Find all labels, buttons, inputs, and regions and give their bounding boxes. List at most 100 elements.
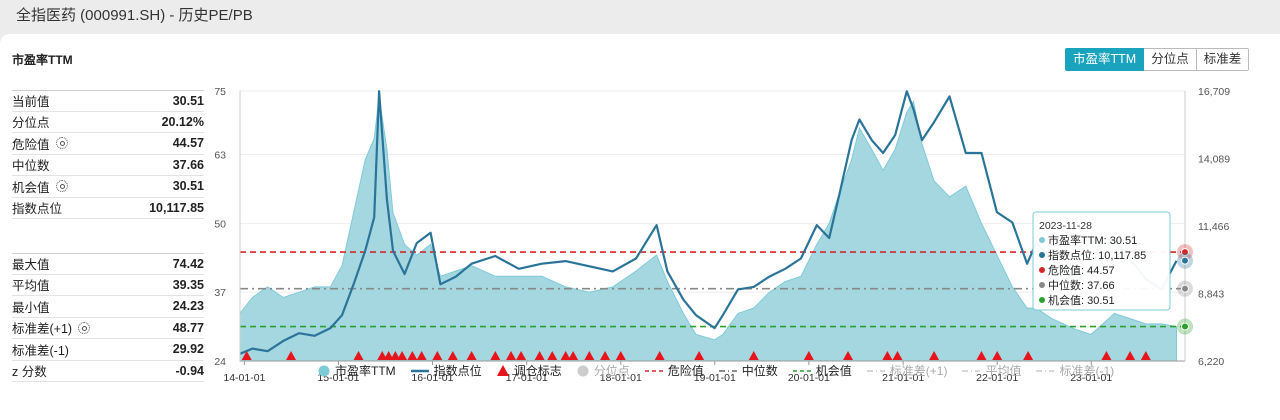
tooltip-dot — [1039, 282, 1045, 288]
rebalance-marker[interactable] — [615, 351, 626, 360]
stat-value: 44.57 — [172, 136, 204, 151]
legend-item-danger[interactable]: 危险值 — [644, 362, 704, 379]
rebalance-marker[interactable] — [547, 351, 558, 360]
legend-label: 机会值 — [815, 364, 852, 378]
rebalance-marker[interactable] — [466, 351, 477, 360]
legend-item-index[interactable]: 指数点位 — [410, 362, 482, 379]
tooltip-pe: 市盈率TTM: 30.51 — [1048, 233, 1137, 247]
tab-percentile[interactable]: 分位点 — [1144, 48, 1197, 71]
legend-item-mean[interactable]: 平均值 — [962, 362, 1021, 379]
rebalance-marker[interactable] — [516, 351, 527, 360]
rebalance-marker[interactable] — [1023, 351, 1034, 360]
stat-label: 当前值 — [12, 95, 50, 110]
rebalance-marker[interactable] — [560, 351, 571, 360]
legend-item-std-minus[interactable]: 标准差(-1) — [1036, 362, 1114, 379]
rebalance-marker[interactable] — [992, 351, 1003, 360]
rebalance-marker[interactable] — [397, 351, 408, 360]
tab-pe-ttm[interactable]: 市盈率TTM — [1065, 48, 1145, 71]
rebalance-marker[interactable] — [1125, 351, 1136, 360]
dash-line-icon — [644, 369, 663, 372]
rebalance-marker[interactable] — [600, 351, 611, 360]
x-tick-label: 19-01-01 — [694, 372, 736, 384]
rebalance-marker[interactable] — [1101, 351, 1112, 360]
stat-label: 机会值 — [12, 180, 50, 195]
rebalance-marker[interactable] — [432, 351, 443, 360]
tooltip-median: 中位数: 37.66 — [1048, 278, 1115, 292]
y-right-tick-label: 16,709 — [1198, 86, 1230, 98]
legend-label: 分位点 — [593, 364, 630, 378]
rebalance-marker[interactable] — [929, 351, 940, 360]
legend-item-std-plus[interactable]: 标准差(+1) — [866, 362, 947, 379]
rebalance-marker[interactable] — [694, 351, 705, 360]
legend-item-median[interactable]: 中位数 — [718, 362, 778, 379]
stat-value: 37.66 — [172, 157, 204, 172]
rebalance-marker[interactable] — [390, 351, 401, 360]
gear-icon[interactable] — [78, 321, 91, 334]
legend-label: 调仓标志 — [513, 364, 562, 378]
stat-value: 30.51 — [172, 179, 204, 194]
rebalance-marker[interactable] — [748, 351, 759, 360]
axis-labels: 24 37 50 63 75 6,220 8,843 11,466 14,089 16,709 14… — [214, 86, 1230, 384]
gear-icon[interactable] — [55, 137, 68, 150]
rebalance-marker[interactable] — [407, 351, 418, 360]
legend-item-percentile[interactable]: 分位点 — [577, 362, 630, 379]
tooltip-dot — [1039, 252, 1045, 258]
y-right-tick-label: 6,220 — [1198, 356, 1224, 368]
tooltip-dot — [1039, 297, 1045, 303]
legend-item-chance[interactable]: 机会值 — [792, 362, 852, 379]
rebalance-marker[interactable] — [654, 351, 665, 360]
stat-value: 29.92 — [172, 342, 204, 357]
rebalance-marker[interactable] — [490, 351, 501, 360]
rebalance-marker[interactable] — [353, 351, 364, 360]
rebalance-marker[interactable] — [416, 351, 427, 360]
legend-label: 中位数 — [741, 364, 778, 378]
rebalance-marker[interactable] — [584, 351, 595, 360]
stat-label: z 分数 — [12, 365, 47, 380]
rebalance-marker[interactable] — [383, 351, 394, 360]
legend-label: 标准差(-1) — [1059, 364, 1115, 378]
stat-value: 24.23 — [172, 299, 204, 314]
stat-mean: 平均值 39.35 — [12, 275, 204, 296]
metric-tabs: 市盈率TTM 分位点 标准差 — [1065, 48, 1250, 71]
legend-item-pe[interactable]: 市盈率TTM — [318, 362, 396, 379]
end-markers — [1177, 244, 1193, 335]
dashdot-line-icon — [866, 369, 885, 372]
legend-item-rebalance[interactable]: 调仓标志 — [496, 362, 562, 379]
chart-title: 市盈率TTM — [12, 53, 73, 67]
rebalance-marker[interactable] — [1140, 351, 1151, 360]
stat-value: -0.94 — [175, 363, 205, 378]
stat-value: 30.51 — [172, 93, 204, 108]
stat-value: 39.35 — [172, 277, 204, 292]
rebalance-marker[interactable] — [803, 351, 814, 360]
gear-icon[interactable] — [55, 180, 68, 193]
rebalance-marker[interactable] — [843, 351, 854, 360]
rebalance-marker[interactable] — [882, 351, 893, 360]
tooltip-dot — [1039, 267, 1045, 273]
rebalance-marker[interactable] — [241, 351, 252, 360]
chance-end-dot — [1181, 322, 1189, 331]
stat-label: 危险值 — [12, 137, 50, 152]
x-tick-label: 14-01-01 — [223, 372, 265, 384]
rebalance-marker[interactable] — [976, 351, 987, 360]
stat-min: 最小值 24.23 — [12, 296, 204, 318]
dash-line-icon — [792, 369, 811, 372]
legend-label: 市盈率TTM — [335, 364, 396, 378]
rebalance-marker[interactable] — [286, 351, 297, 360]
x-tick-label: 21-01-01 — [882, 372, 924, 384]
rebalance-marker[interactable] — [506, 351, 517, 360]
rebalance-marker[interactable] — [534, 351, 545, 360]
stat-label: 中位数 — [12, 159, 50, 174]
tooltip-index: 指数点位: 10,117.85 — [1048, 248, 1146, 262]
rebalance-marker[interactable] — [568, 351, 579, 360]
tooltip-box — [1032, 211, 1171, 311]
dashdot-line-icon — [718, 369, 737, 372]
index-line-series — [239, 90, 1178, 355]
tooltip: 2023-11-28 市盈率TTM: 30.51 指数点位: 10,117.85… — [1032, 211, 1171, 311]
rebalance-marker[interactable] — [447, 351, 458, 360]
rebalance-marker[interactable] — [377, 351, 388, 360]
stat-value: 48.77 — [172, 320, 204, 335]
rebalance-marker[interactable] — [892, 351, 903, 360]
stat-index-level: 指数点位 10,117.85 — [12, 198, 204, 219]
tab-std-dev[interactable]: 标准差 — [1196, 48, 1250, 71]
